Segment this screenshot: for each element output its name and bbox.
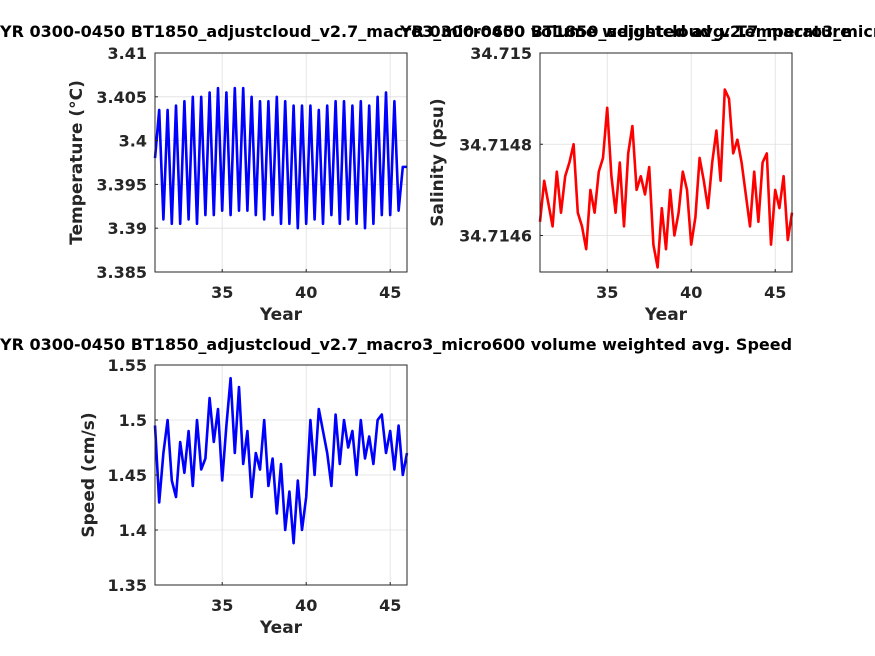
speed-series-line — [153, 376, 409, 545]
salinity-x-axis-label: Year — [644, 305, 688, 325]
speed-y-tick-label: 1.5 — [119, 411, 147, 430]
speed-chart: 35 40 45 1.35 1.4 1.45 1.5 1.55 Year Speed (cm/s) — [79, 356, 409, 638]
speed-y-tick-label: 1.55 — [108, 356, 147, 375]
salinity-y-tick-label: 34.715 — [470, 44, 532, 63]
temperature-series-line — [153, 86, 407, 230]
speed-y-axis-label: Speed (cm/s) — [79, 412, 99, 537]
temperature-x-tick-label: 40 — [295, 283, 317, 302]
salinity-series-line — [538, 88, 794, 269]
salinity-y-tick-label: 34.7148 — [459, 135, 532, 154]
temperature-chart-title: YR 0300-0450 BT1850_adjustcloud_v2.7_mac… — [0, 22, 851, 41]
speed-x-tick-label: 40 — [295, 596, 317, 615]
temperature-y-tick-label: 3.385 — [96, 263, 147, 282]
salinity-chart-title: YR 0300-0450 BT1850_adjustcloud_v2.7_mac… — [399, 22, 875, 41]
speed-y-tick-label: 1.45 — [108, 466, 147, 485]
temperature-chart: 35 40 45 3.385 3.39 3.395 3.4 3.405 3.41 Year Temp… — [67, 44, 408, 325]
temperature-plot-area — [155, 53, 407, 272]
speed-x-tick-label: 45 — [379, 596, 401, 615]
temperature-y-tick-label: 3.4 — [119, 132, 147, 151]
temperature-y-tick-label: 3.405 — [96, 88, 147, 107]
temperature-y-axis-label: Temperature (°C) — [67, 80, 87, 245]
salinity-x-tick-label: 40 — [680, 283, 702, 302]
temperature-x-tick-label: 35 — [211, 283, 233, 302]
salinity-chart: 35 40 45 34.7146 34.7148 34.715 Year Salinity (… — [428, 44, 794, 325]
temperature-y-tick-label: 3.41 — [108, 44, 147, 63]
temperature-y-tick-label: 3.39 — [108, 219, 147, 238]
salinity-x-tick-label: 45 — [764, 283, 786, 302]
temperature-axes-box — [154, 52, 408, 273]
temperature-x-axis-label: Year — [259, 305, 303, 325]
speed-x-axis-label: Year — [259, 618, 303, 638]
salinity-y-tick-label: 34.7146 — [459, 227, 532, 246]
salinity-axes-box — [539, 52, 793, 273]
speed-y-tick-label: 1.35 — [108, 576, 147, 595]
salinity-y-axis-label: Salinity (psu) — [428, 98, 448, 226]
temperature-x-tick-label: 45 — [379, 283, 401, 302]
speed-chart-title: YR 0300-0450 BT1850_adjustcloud_v2.7_mac… — [0, 335, 792, 354]
speed-y-tick-label: 1.4 — [119, 521, 147, 540]
salinity-x-tick-label: 35 — [596, 283, 618, 302]
speed-x-tick-label: 35 — [211, 596, 233, 615]
temperature-y-tick-label: 3.395 — [96, 175, 147, 194]
